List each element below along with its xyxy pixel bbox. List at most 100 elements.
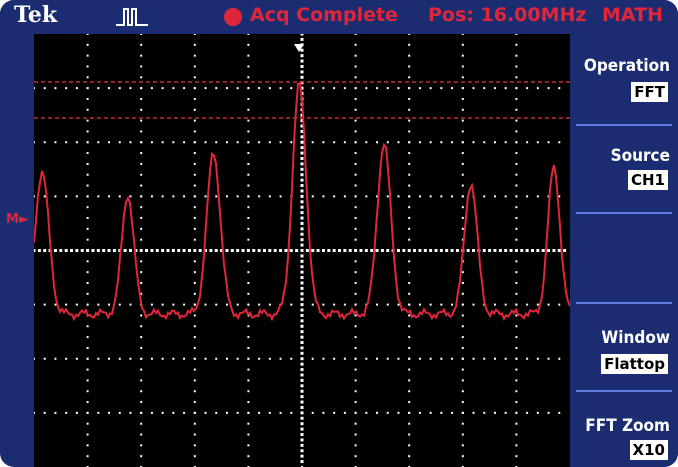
grid-dot	[354, 292, 357, 295]
grid-dot	[247, 238, 250, 241]
grid-dot	[118, 411, 121, 414]
grid-dot	[397, 357, 400, 360]
grid-dot	[150, 249, 154, 252]
grid-dot	[332, 249, 336, 252]
grid-dot	[300, 297, 304, 301]
grid-dot	[408, 401, 411, 404]
grid-dot	[193, 195, 196, 198]
grid-dot	[408, 271, 411, 274]
grid-dot	[268, 357, 271, 360]
grid-dot	[515, 281, 518, 284]
grid-dot	[193, 34, 196, 35]
side-menu-empty[interactable]	[570, 214, 678, 300]
grid-dot	[193, 422, 196, 425]
grid-dot	[193, 281, 196, 284]
grid-dot	[140, 390, 143, 393]
grid-dot	[354, 249, 358, 252]
grid-dot	[54, 357, 57, 360]
grid-dot	[461, 401, 464, 404]
math-channel-marker: M►	[6, 212, 29, 227]
grid-dot	[247, 217, 250, 220]
grid-dot	[247, 54, 250, 57]
grid-dot	[161, 195, 164, 198]
grid-dot	[97, 141, 100, 144]
grid-dot	[150, 357, 153, 360]
grid-dot	[118, 303, 121, 306]
grid-dot	[193, 325, 196, 328]
grid-dot	[86, 152, 89, 155]
grid-dot	[515, 444, 518, 447]
grid-dot	[215, 357, 218, 360]
grid-dot	[140, 173, 143, 176]
grid-dot	[557, 249, 561, 252]
grid-dot	[247, 162, 250, 165]
grid-dot	[198, 249, 202, 252]
grid-dot	[129, 141, 132, 144]
grid-dot	[209, 249, 213, 252]
grid-dot	[461, 303, 464, 306]
grid-dot	[515, 336, 518, 339]
grid-dot	[204, 411, 207, 414]
grid-dot	[193, 227, 196, 230]
grid-dot	[536, 303, 539, 306]
grid-dot	[547, 303, 550, 306]
grid-dot	[247, 184, 250, 187]
grid-dot	[300, 259, 304, 263]
grid-dot	[408, 206, 411, 209]
grid-dot	[354, 65, 357, 68]
grid-dot	[193, 433, 196, 436]
grid-dot	[247, 206, 250, 209]
grid-dot	[408, 238, 411, 241]
grid-dot	[397, 411, 400, 414]
grid-dot	[408, 217, 411, 220]
menu-divider	[576, 390, 672, 392]
grid-dot	[102, 249, 106, 252]
grid-dot	[300, 351, 304, 355]
menu-divider	[576, 302, 672, 304]
grid-dot	[333, 303, 336, 306]
grid-dot	[204, 87, 207, 90]
grid-dot	[75, 357, 78, 360]
grid-dot	[279, 141, 282, 144]
grid-dot	[376, 87, 379, 90]
grid-dot	[247, 65, 250, 68]
grid-dot	[112, 249, 116, 252]
grid-dot	[461, 368, 464, 371]
grid-dot	[140, 336, 143, 339]
grid-dot	[354, 368, 357, 371]
grid-dot	[140, 411, 143, 414]
grid-dot	[43, 357, 46, 360]
grid-dot	[461, 65, 464, 68]
grid-dot	[247, 357, 250, 360]
grid-dot	[86, 173, 89, 176]
grid-dot	[300, 173, 304, 177]
grid-dot	[408, 314, 411, 317]
grid-dot	[43, 195, 46, 198]
grid-dot	[354, 422, 357, 425]
grid-dot	[262, 249, 266, 252]
grid-dot	[370, 249, 374, 252]
grid-dot	[140, 152, 143, 155]
grid-dot	[515, 292, 518, 295]
grid-dot	[86, 271, 89, 274]
grid-dot	[483, 141, 486, 144]
grid-dot	[300, 167, 304, 171]
grid-dot	[376, 303, 379, 306]
grid-dot	[338, 249, 342, 252]
grid-dot	[354, 206, 357, 209]
grid-dot	[386, 195, 389, 198]
grid-dot	[268, 411, 271, 414]
grid-dot	[440, 411, 443, 414]
grid-dot	[140, 65, 143, 68]
grid-dot	[434, 249, 438, 252]
grid-dot	[364, 249, 368, 252]
grid-dot	[408, 292, 411, 295]
grid-dot	[526, 303, 529, 306]
grid-dot	[408, 184, 411, 187]
grid-dot	[461, 336, 464, 339]
grid-dot	[359, 249, 363, 252]
grid-dot	[140, 292, 143, 295]
grid-dot	[140, 195, 143, 198]
acquisition-status-icon	[224, 8, 242, 26]
